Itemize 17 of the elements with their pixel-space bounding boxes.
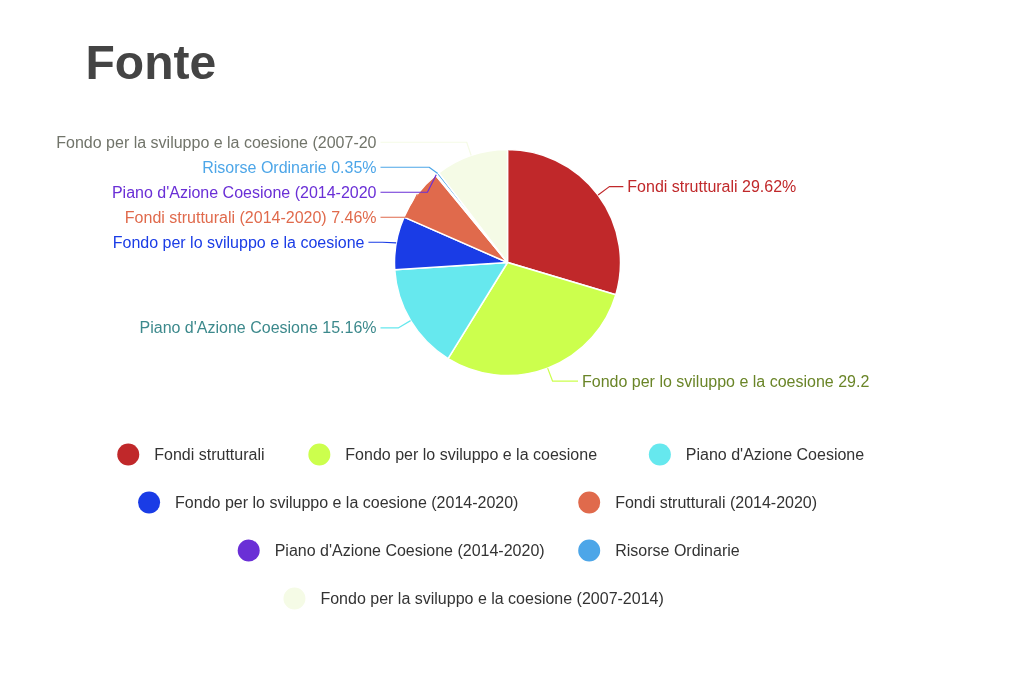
legend-label: Risorse Ordinarie	[615, 542, 740, 559]
legend-label: Piano d'Azione Coesione	[685, 446, 865, 463]
data-label: Fondi strutturali 29.62%	[627, 178, 797, 196]
legend-label: Piano d'Azione Coesione (2014-2020)	[274, 542, 545, 559]
data-label: Fondo per lo sviluppo e la coesione	[112, 233, 365, 251]
data-label: Piano d'Azione Coesione (2014-2020	[111, 183, 377, 201]
legend-label: Fondo per la sviluppo e la coesione (2007-2014)	[320, 590, 664, 607]
data-label: Fondo per lo sviluppo e la coesione 29.2	[582, 372, 870, 390]
chart-title: Fonte	[85, 36, 217, 89]
data-label: Fondo per la sviluppo e la coesione (2007-20	[56, 133, 377, 151]
data-label: Fondi strutturali (2014-2020) 7.46%	[124, 208, 377, 226]
legend-label: Fondi strutturali	[154, 446, 265, 463]
data-label: Piano d'Azione Coesione 15.16%	[139, 319, 377, 337]
data-label: Risorse Ordinarie 0.35%	[202, 158, 377, 176]
legend-label: Fondi strutturali (2014-2020)	[615, 494, 818, 511]
legend-label: Fondo per lo sviluppo e la coesione	[345, 446, 598, 463]
legend-label: Fondo per lo sviluppo e la coesione (2014-2020)	[175, 494, 519, 511]
